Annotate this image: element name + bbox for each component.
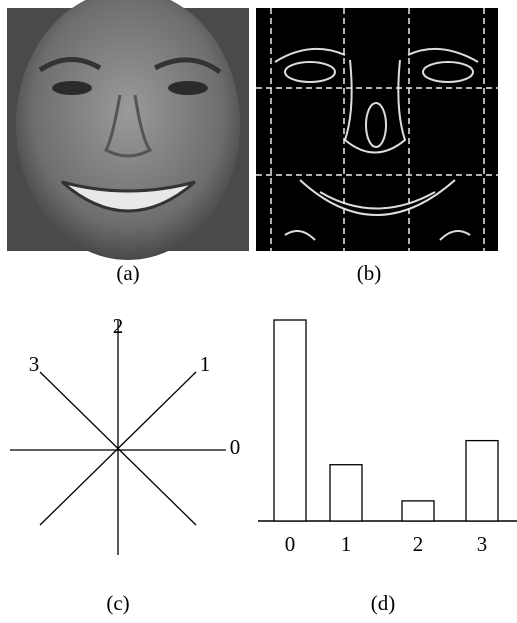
x-tick-label: 2	[413, 532, 424, 556]
bar	[466, 441, 498, 521]
page: {"captions": ["(a)", "(b)", "(c)", "(d)"…	[0, 0, 517, 623]
edge-map	[256, 8, 498, 251]
caption: (b)	[357, 261, 382, 285]
direction-label: 2	[113, 314, 124, 338]
x-tick-label: 3	[477, 532, 488, 556]
face-photo	[7, 0, 249, 260]
caption: (d)	[371, 591, 396, 615]
x-tick-label: 1	[341, 532, 352, 556]
caption: (c)	[106, 591, 129, 615]
direction-label: 0	[230, 435, 241, 459]
x-tick-label: 0	[285, 532, 296, 556]
figure: (a) (b) (c) (d) 0 1 2 3 0 1 2 3	[0, 0, 517, 623]
direction-label: 1	[200, 352, 211, 376]
direction-lines	[10, 320, 226, 555]
bar	[274, 320, 306, 521]
caption: (a)	[116, 261, 139, 285]
bar	[402, 501, 434, 521]
direction-label: 3	[29, 352, 40, 376]
bar	[330, 465, 362, 521]
